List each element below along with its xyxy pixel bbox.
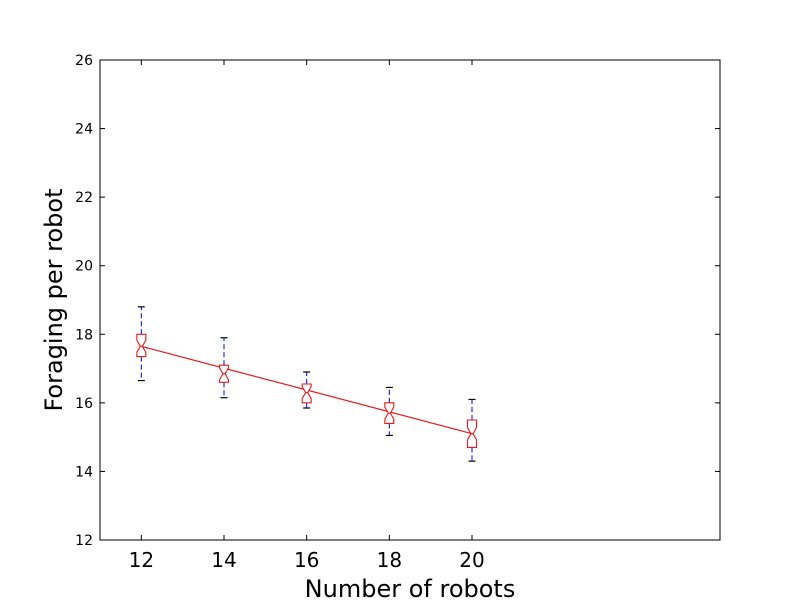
x-axis-label: Number of robots	[305, 575, 516, 600]
y-tick-label: 22	[75, 190, 93, 206]
y-tick-label: 12	[75, 533, 93, 549]
plot-area	[136, 306, 478, 462]
box-group	[301, 371, 312, 409]
y-tick-label: 20	[75, 259, 93, 275]
x-tick-label: 18	[377, 548, 402, 572]
y-axis-label: Foraging per robot	[40, 188, 68, 411]
y-tick-label: 24	[75, 122, 93, 138]
y-tick-label: 26	[75, 53, 93, 69]
y-tick-label: 16	[75, 396, 93, 412]
box-group	[466, 398, 478, 462]
axes-frame	[99, 59, 721, 541]
box-body	[136, 333, 147, 358]
axes-ticks: 12 14 16 18 20 22 24 26 12 14 16 18 20	[75, 53, 720, 572]
y-tick-label: 18	[75, 327, 93, 343]
x-tick-label: 14	[211, 548, 236, 572]
x-tick-label: 20	[459, 548, 484, 572]
box-group	[384, 386, 395, 437]
x-tick-label: 16	[294, 548, 319, 572]
box-group	[136, 306, 147, 382]
y-tick-label: 14	[75, 464, 93, 480]
box-body	[301, 383, 312, 404]
x-tick-label: 12	[129, 548, 154, 572]
box-group	[218, 337, 230, 399]
